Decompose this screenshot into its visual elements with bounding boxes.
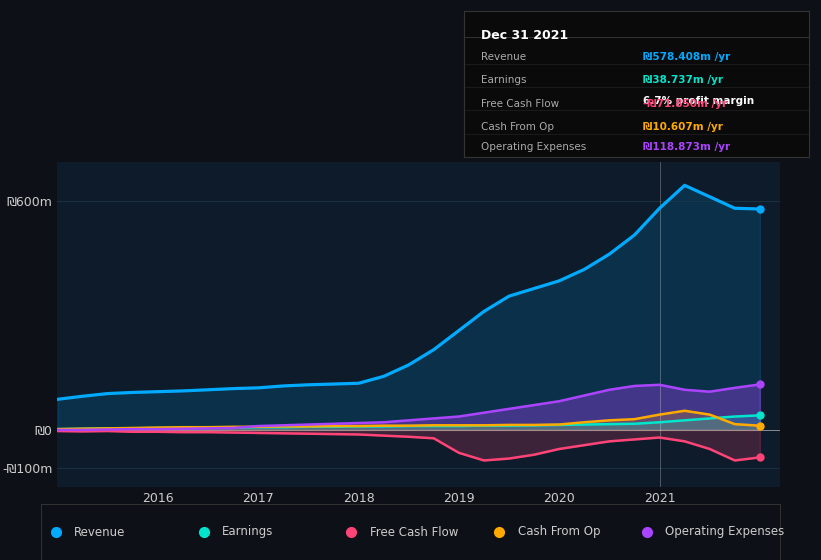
- Text: Cash From Op: Cash From Op: [518, 525, 600, 539]
- Text: Revenue: Revenue: [75, 525, 126, 539]
- Text: Operating Expenses: Operating Expenses: [481, 142, 586, 152]
- Text: Operating Expenses: Operating Expenses: [666, 525, 785, 539]
- Text: ₪10.607m /yr: ₪10.607m /yr: [643, 122, 723, 132]
- Text: Revenue: Revenue: [481, 52, 526, 62]
- Text: ₪38.737m /yr: ₪38.737m /yr: [643, 75, 723, 85]
- Text: ₪118.873m /yr: ₪118.873m /yr: [643, 142, 731, 152]
- Text: -₪71.850m /yr: -₪71.850m /yr: [643, 99, 727, 109]
- Text: Dec 31 2021: Dec 31 2021: [481, 29, 568, 41]
- Text: Earnings: Earnings: [222, 525, 273, 539]
- Text: Free Cash Flow: Free Cash Flow: [370, 525, 458, 539]
- Text: 6.7% profit margin: 6.7% profit margin: [643, 96, 754, 106]
- Text: Free Cash Flow: Free Cash Flow: [481, 99, 559, 109]
- Text: Cash From Op: Cash From Op: [481, 122, 554, 132]
- Text: ₪578.408m /yr: ₪578.408m /yr: [643, 52, 731, 62]
- Text: Earnings: Earnings: [481, 75, 526, 85]
